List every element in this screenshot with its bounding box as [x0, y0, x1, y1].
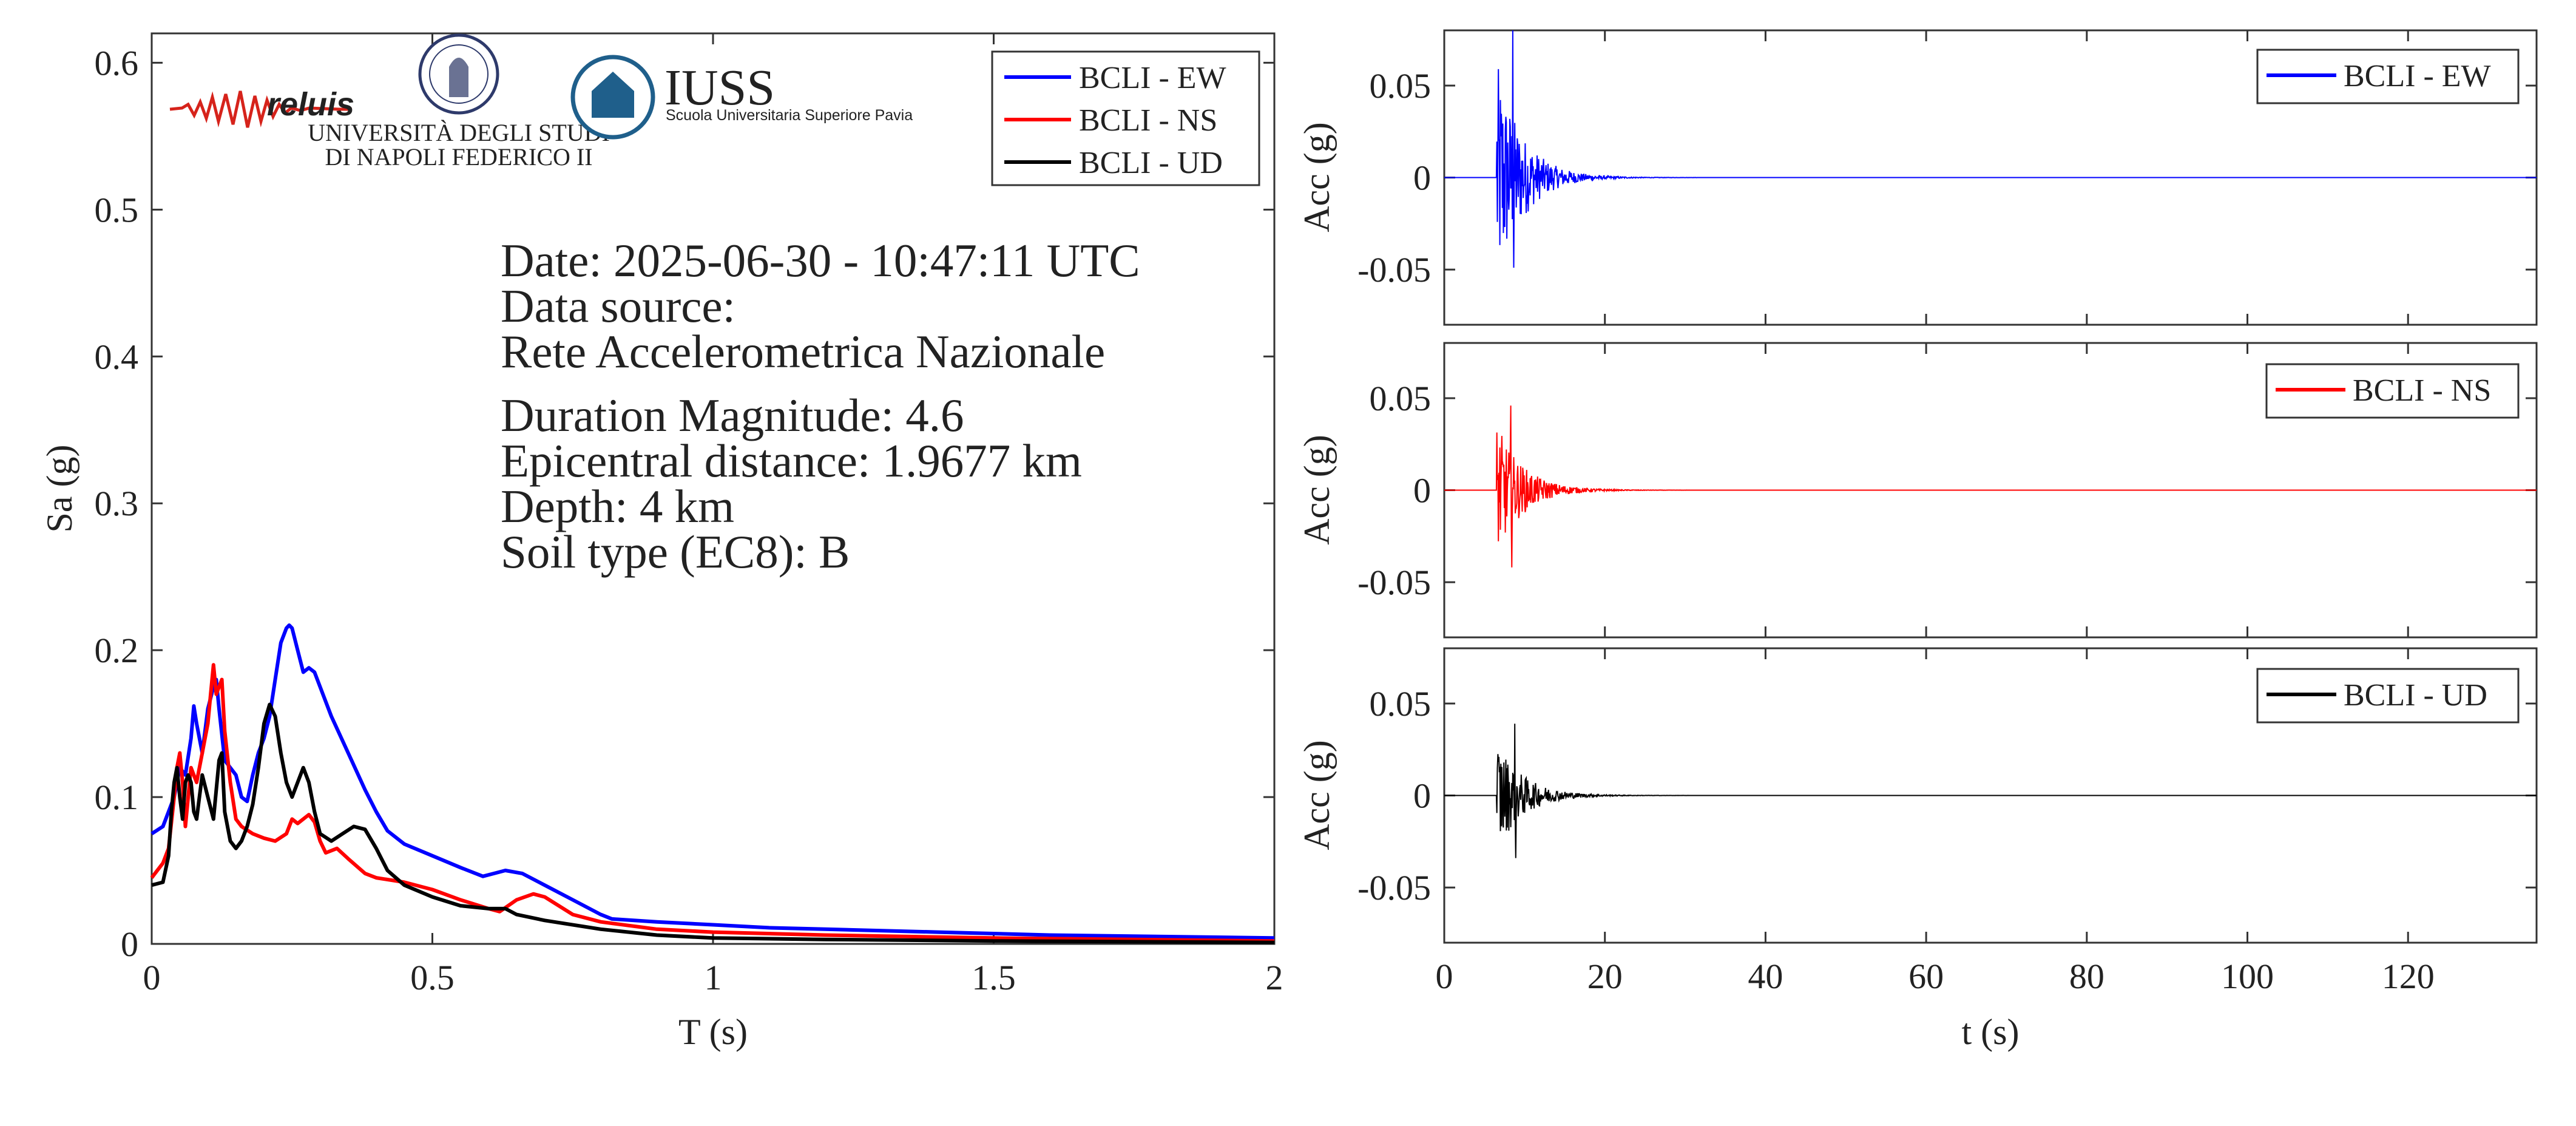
- iuss-subtitle: Scuola Universitaria Superiore Pavia: [666, 107, 913, 124]
- acc-y-tick-label: 0: [1413, 776, 1431, 816]
- acc-trace-ns: [1444, 405, 2537, 568]
- epicentral-distance: Epicentral distance: 1.9677 km: [501, 435, 1082, 487]
- acc-y-tick-label: 0.05: [1370, 66, 1432, 106]
- time-x-axis-label: t (s): [1962, 1012, 2020, 1052]
- spectrum-line-ud: [151, 702, 1275, 945]
- acc-y-tick-label: -0.05: [1357, 868, 1431, 907]
- spectrum-x-tick-label: 0: [143, 958, 161, 997]
- reluis-logo: reluis: [169, 86, 354, 128]
- spectrum-x-axis-label: T (s): [678, 1012, 748, 1052]
- spectrum-y-tick-label: 0.1: [95, 778, 139, 817]
- acc-y-tick-label: 0: [1413, 471, 1431, 510]
- ew-legend-label: BCLI - EW: [2344, 59, 2491, 93]
- soil-type: Soil type (EC8): B: [501, 526, 850, 578]
- spectrum-y-tick-label: 0.3: [95, 484, 139, 523]
- acc-x-tick-label: 120: [2382, 957, 2435, 996]
- iuss-name: IUSS: [664, 59, 775, 116]
- ns-y-axis-label: Acc (g): [1297, 435, 1337, 545]
- spectrum-y-axis-label: Sa (g): [39, 445, 79, 533]
- depth: Depth: 4 km: [501, 480, 734, 532]
- acc-y-tick-label: 0: [1413, 158, 1431, 198]
- accelerogram-ew-panel: 0.05 0 -0.05 Acc (g) BCLI - EW: [1297, 29, 2538, 326]
- spectrum-line-ns: [150, 663, 1275, 943]
- accelerogram-ns-panel: 0.05 0 -0.05 Acc (g) BCLI - NS: [1297, 342, 2538, 639]
- event-date: Date: 2025-06-30 - 10:47:11 UTC: [501, 234, 1140, 287]
- acc-x-tick-label: 0: [1436, 957, 1453, 996]
- legend-label-ns: BCLI - NS: [1079, 103, 1217, 138]
- spectrum-legend: BCLI - EW BCLI - NS BCLI - UD: [991, 50, 1260, 186]
- acc-y-tick-label: 0.05: [1370, 684, 1432, 724]
- ud-legend: BCLI - UD: [2256, 668, 2520, 724]
- ew-y-axis-label: Acc (g): [1297, 122, 1337, 232]
- spectrum-series-group: [150, 623, 1275, 945]
- unina-name-line-1: UNIVERSITÀ DEGLI STUDI: [308, 119, 610, 146]
- event-info: Date: 2025-06-30 - 10:47:11 UTC Data sou…: [501, 234, 1140, 578]
- ud-legend-label: BCLI - UD: [2344, 678, 2487, 713]
- legend-label-ud: BCLI - UD: [1079, 146, 1223, 180]
- spectrum-x-tick-label: 2: [1266, 958, 1283, 997]
- legend-label-ew: BCLI - EW: [1079, 61, 1226, 95]
- acc-x-tick-label: 40: [1748, 957, 1783, 996]
- reluis-waveform-icon: [169, 90, 352, 128]
- acc-y-tick-label: 0.05: [1370, 379, 1432, 418]
- spectrum-y-tick-label: 0.2: [95, 631, 139, 670]
- spectrum-x-tick-label: 1: [705, 958, 722, 997]
- spectrum-y-tick-label: 0.4: [95, 337, 139, 376]
- ew-legend: BCLI - EW: [2256, 49, 2520, 104]
- acc-x-tick-label: 20: [1587, 957, 1623, 996]
- iuss-logo: IUSS Scuola Universitaria Superiore Pavi…: [570, 55, 913, 140]
- spectrum-panel: 0 0.5 1 1.5 2 0 0.1 0.2 0.3 0.4 0.5 0.6 T (s) Sa (g…: [39, 32, 1283, 1052]
- spectrum-y-tick-label: 0.6: [95, 43, 139, 83]
- data-source: Rete Accelerometrica Nazionale: [501, 325, 1105, 378]
- spectrum-y-tick-label: 0: [121, 924, 138, 964]
- accelerogram-ud-panel: 0.050-0.050 20 40 60 80 100 120 Acc (g) t (s) …: [1297, 647, 2538, 1052]
- spectrum-x-tick-label: 0.5: [410, 958, 455, 997]
- unina-seal-icon: [418, 33, 499, 115]
- acc-y-tick-label: -0.05: [1357, 563, 1431, 602]
- acc-y-tick-label: -0.05: [1357, 250, 1431, 290]
- acc-trace-ud: [1444, 724, 2537, 858]
- ns-legend: BCLI - NS: [2265, 363, 2520, 419]
- acc-trace-ew: [1444, 30, 2537, 268]
- unina-name-line-2: DI NAPOLI FEDERICO II: [325, 143, 592, 171]
- acc-x-tick-label: 100: [2221, 957, 2274, 996]
- unina-logo: UNIVERSITÀ DEGLI STUDI DI NAPOLI FEDERIC…: [308, 33, 610, 171]
- reluis-logo-text: reluis: [267, 86, 354, 123]
- spectrum-x-tick-label: 1.5: [972, 958, 1016, 997]
- acc-x-tick-label: 80: [2069, 957, 2104, 996]
- ud-y-axis-label: Acc (g): [1297, 740, 1337, 850]
- spectrum-y-tick-label: 0.5: [95, 190, 139, 229]
- data-source-label: Data source:: [501, 280, 735, 332]
- duration-magnitude: Duration Magnitude: 4.6: [501, 389, 964, 441]
- acc-x-tick-label: 60: [1908, 957, 1944, 996]
- ns-legend-label: BCLI - NS: [2353, 373, 2491, 408]
